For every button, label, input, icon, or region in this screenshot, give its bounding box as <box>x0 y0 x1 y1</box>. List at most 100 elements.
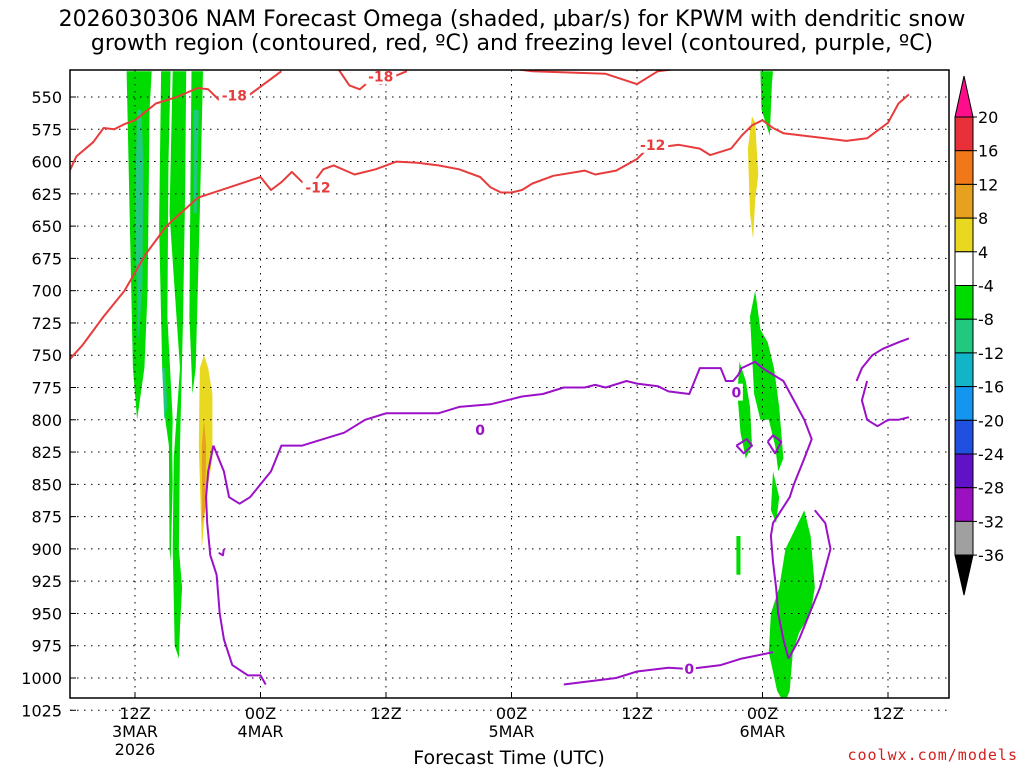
colorbar-top-triangle <box>954 75 974 118</box>
contour-label-5: 0 <box>475 423 485 439</box>
freezing-contour-main <box>212 360 813 659</box>
y-tick-label-900: 900 <box>31 540 62 559</box>
omega-shading-layer <box>126 71 815 698</box>
y-tick-label-850: 850 <box>31 475 62 494</box>
omega-region-green-10 <box>736 536 741 575</box>
contour-label-bg-5 <box>473 421 487 439</box>
freezing-contour-right-loop <box>787 509 832 660</box>
colorbar-label-0: 20 <box>978 108 998 127</box>
freezing-contour-left-loop <box>205 445 267 685</box>
colorbar-segment-6 <box>954 285 974 320</box>
y-tick-label-575: 575 <box>31 120 62 139</box>
x-axis-title: Forecast Time (UTC) <box>413 747 604 768</box>
omega-region-green-9 <box>770 471 780 524</box>
x-tick-label-0-2: 2026 <box>115 740 156 759</box>
freezing-contour-small <box>218 548 225 557</box>
x-tick-label-72-0: 12Z <box>872 704 903 723</box>
colorbar-label-11: -28 <box>978 479 1004 498</box>
freezing-contour-far-right-b <box>860 380 910 428</box>
omega-region-green-8 <box>768 510 815 698</box>
omega-region-yellow-2 <box>747 116 759 239</box>
colorbar-label-4: 4 <box>978 243 988 262</box>
y-tick-label-800: 800 <box>31 411 62 430</box>
colorbar-label-3: 8 <box>978 209 988 228</box>
colorbar-segment-9 <box>954 386 974 421</box>
y-tick-label-975: 975 <box>31 637 62 656</box>
dgz-contour-upper-right-a <box>514 70 676 86</box>
x-tick-label-48-0: 12Z <box>621 704 652 723</box>
y-axis-labels: 550 575 600 625 650 675 700 725 750 775 800 825 850 8… <box>21 88 62 720</box>
credit-text: coolwx.com/models <box>847 746 1018 764</box>
colorbar-label-2: 12 <box>978 175 998 194</box>
dgz-contour-surface <box>62 709 114 713</box>
colorbar-label-9: -20 <box>978 411 1004 430</box>
y-tick-label-775: 775 <box>31 379 62 398</box>
freezing-contour-far-right-a <box>855 337 910 382</box>
colorbar-bottom-triangle <box>954 554 974 596</box>
colorbar-segment-7 <box>954 318 974 354</box>
colorbar-segment-10 <box>954 419 974 455</box>
colorbar-segment-11 <box>954 453 974 489</box>
dgz-contour-upper-left <box>70 70 282 173</box>
y-tick-label-625: 625 <box>31 185 62 204</box>
x-tick-label-0-0: 12Z <box>119 704 150 723</box>
y-tick-label-1025: 1025 <box>21 701 62 720</box>
colorbar-label-13: -36 <box>978 546 1004 565</box>
chart-title-line1: 2026030306 NAM Forecast Omega (shaded, µ… <box>58 7 966 32</box>
omega-region-green-3 <box>169 71 187 659</box>
freezing-contour-surface-right <box>512 704 638 711</box>
contour-label-bg-6 <box>682 659 696 677</box>
x-tick-label-36-0: 00Z <box>496 704 527 723</box>
colorbar-segment-12 <box>954 487 974 522</box>
colorbar-label-8: -16 <box>978 378 1004 397</box>
y-tick-label-725: 725 <box>31 314 62 333</box>
y-tick-label-675: 675 <box>31 249 62 268</box>
x-tick-label-12-1: 4MAR <box>237 722 283 741</box>
colorbar-segment-5 <box>954 251 974 287</box>
x-tick-label-24-0: 12Z <box>370 704 401 723</box>
omega-region-teal-1 <box>135 109 144 343</box>
chart-title-line2: growth region (contoured, red, ºC) and f… <box>90 31 934 56</box>
plot-frame <box>69 69 950 699</box>
colorbar-label-10: -24 <box>978 445 1004 464</box>
omega-region-teal-2 <box>162 368 168 420</box>
y-tick-label-600: 600 <box>31 153 62 172</box>
omega-colorbar: 20 16 12 8 4 -4 -8 -12 -16 -20 -24 -28 -32 -36 <box>954 75 1004 596</box>
contour-layer: -18 -18 -12 -12 0 0 0 <box>62 70 910 713</box>
colorbar-label-7: -12 <box>978 344 1004 363</box>
y-tick-label-550: 550 <box>31 88 62 107</box>
x-tick-label-36-1: 5MAR <box>488 722 534 741</box>
y-tick-label-650: 650 <box>31 217 62 236</box>
y-tick-label-700: 700 <box>31 282 62 301</box>
contour-label-3: -12 <box>305 180 330 196</box>
colorbar-segment-2 <box>954 150 974 185</box>
contour-label-4: 0 <box>731 386 741 402</box>
colorbar-segment-3 <box>954 183 974 219</box>
colorbar-segment-1 <box>954 116 974 152</box>
x-tick-label-60-0: 00Z <box>747 704 778 723</box>
y-tick-label-925: 925 <box>31 572 62 591</box>
x-tick-label-0-1: 3MAR <box>112 722 158 741</box>
contour-label-bg-0 <box>365 70 397 85</box>
colorbar-label-5: -4 <box>978 277 994 296</box>
y-tick-label-825: 825 <box>31 443 62 462</box>
y-tick-label-950: 950 <box>31 604 62 623</box>
colorbar-segment-13 <box>954 520 974 556</box>
omega-region-green-11 <box>760 71 773 136</box>
contour-label-1: -18 <box>222 89 247 105</box>
freezing-contour-lower-right <box>563 651 774 686</box>
colorbar-label-6: -8 <box>978 310 994 329</box>
dgz-contour-lower <box>70 93 910 361</box>
contour-label-6: 0 <box>684 662 694 678</box>
omega-region-orange-1 <box>201 419 207 524</box>
x-tick-label-12-0: 00Z <box>245 704 276 723</box>
colorbar-label-1: 16 <box>978 142 998 161</box>
omega-region-green-5 <box>168 381 173 562</box>
contour-label-bg-1 <box>218 86 250 104</box>
contour-label-2: -12 <box>640 138 665 154</box>
colorbar-segment-8 <box>954 352 974 388</box>
y-tick-label-875: 875 <box>31 508 62 527</box>
grid-lines <box>70 70 949 711</box>
omega-region-green-2 <box>159 71 173 465</box>
